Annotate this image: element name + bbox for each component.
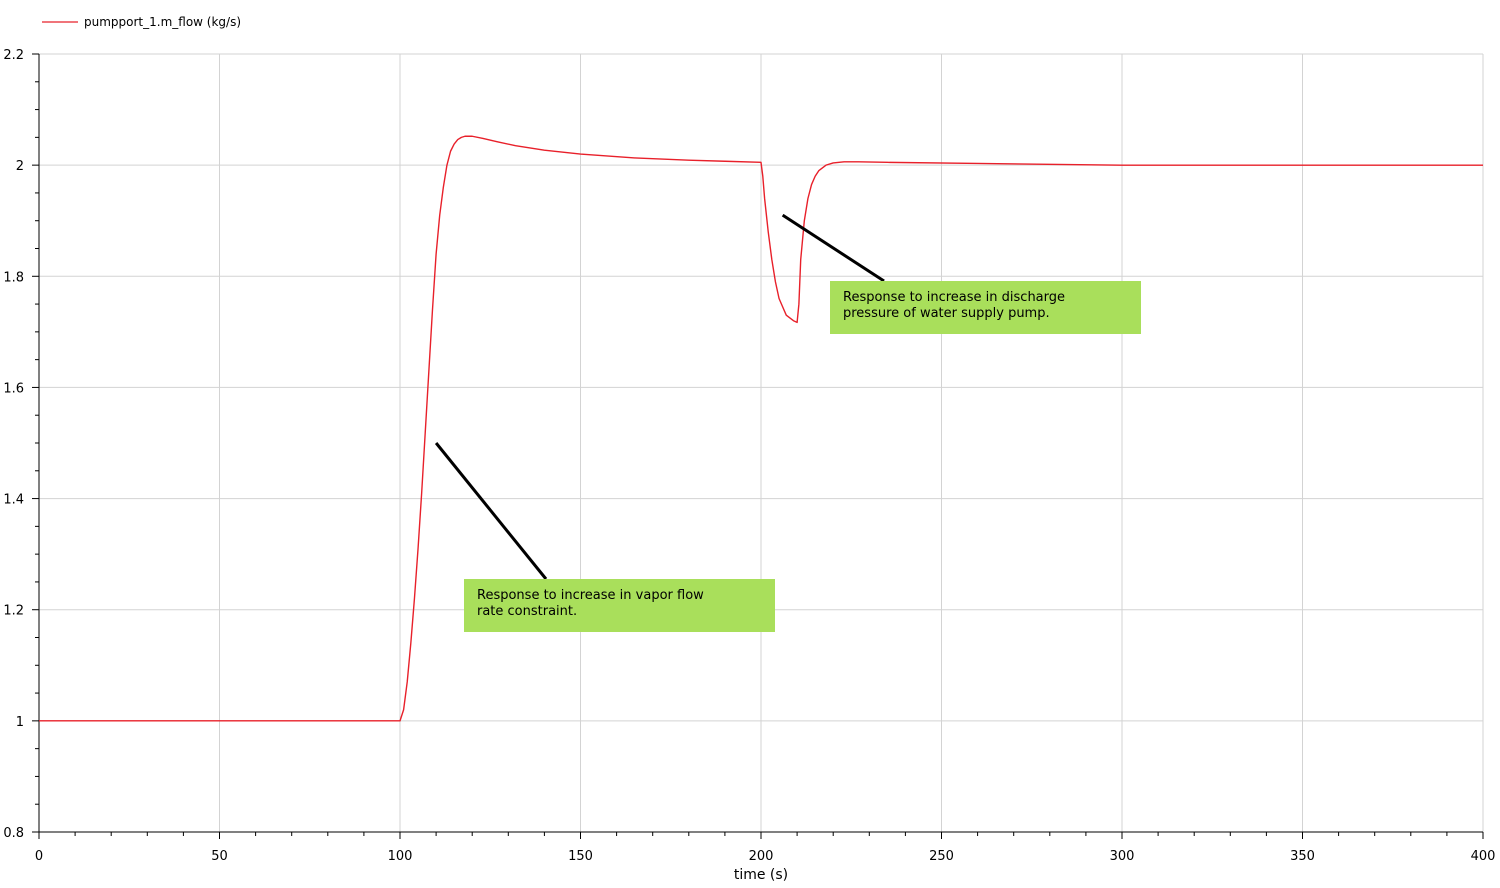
x-tick-label: 0	[35, 849, 43, 864]
annotation-leader-line	[434, 442, 548, 580]
grid	[39, 53, 1484, 832]
annotation-text: Response to increase in vapor flow	[477, 588, 704, 603]
y-tick-label: 2.2	[3, 48, 24, 63]
y-tick-label: 0.8	[3, 826, 24, 841]
annotation-text: rate constraint.	[477, 604, 577, 619]
annotation-box	[464, 579, 775, 632]
annotation-text: Response to increase in discharge	[843, 290, 1065, 305]
annotation-text: pressure of water supply pump.	[843, 306, 1050, 321]
x-tick-label: 300	[1110, 849, 1135, 864]
x-tick-label: 100	[388, 849, 413, 864]
x-tick-label: 150	[568, 849, 593, 864]
x-tick-label: 200	[749, 849, 774, 864]
x-tick-label: 250	[929, 849, 954, 864]
x-axis-title: time (s)	[734, 867, 788, 883]
x-tick-label: 50	[211, 849, 228, 864]
y-tick-label: 1	[16, 715, 24, 730]
x-tick-label: 350	[1290, 849, 1315, 864]
legend: pumpport_1.m_flow (kg/s)	[42, 15, 241, 29]
legend-label: pumpport_1.m_flow (kg/s)	[84, 15, 241, 29]
y-tick-label: 2	[16, 159, 24, 174]
series-line	[39, 135, 1483, 722]
y-tick-label: 1.4	[3, 493, 24, 508]
annotation-box	[830, 281, 1141, 334]
y-tick-label: 1.2	[3, 604, 24, 619]
axes: 0 50 100 150 200 250 300 350 400 0.8 1 1.2 1.4 1.6 1.8…	[3, 48, 1495, 864]
y-tick-label: 1.8	[3, 270, 24, 285]
x-tick-label: 400	[1471, 849, 1496, 864]
y-tick-label: 1.6	[3, 381, 24, 396]
annotation-leader-line	[781, 213, 885, 283]
series-layer	[39, 135, 1483, 722]
